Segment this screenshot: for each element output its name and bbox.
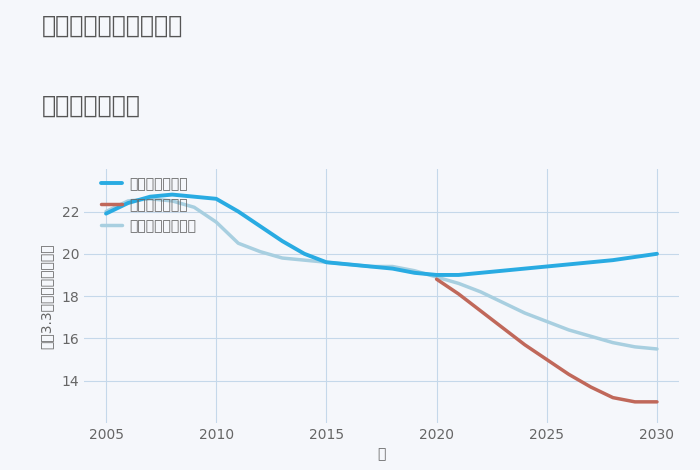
グッドシナリオ xyxy=(521,266,529,272)
バッドシナリオ xyxy=(653,399,662,405)
Y-axis label: 坪（3.3㎡）単価（万円）: 坪（3.3㎡）単価（万円） xyxy=(39,243,53,349)
グッドシナリオ xyxy=(322,259,330,265)
グッドシナリオ xyxy=(498,268,507,274)
ノーマルシナリオ xyxy=(410,268,419,274)
グッドシナリオ xyxy=(542,264,551,269)
バッドシナリオ xyxy=(498,325,507,331)
グッドシナリオ xyxy=(389,266,397,272)
ノーマルシナリオ xyxy=(124,198,132,204)
バッドシナリオ xyxy=(609,395,617,400)
グッドシナリオ xyxy=(454,272,463,278)
グッドシナリオ xyxy=(102,211,110,217)
グッドシナリオ xyxy=(234,209,242,214)
ノーマルシナリオ xyxy=(631,344,639,350)
ノーマルシナリオ xyxy=(146,196,154,202)
ノーマルシナリオ xyxy=(609,340,617,345)
Line: ノーマルシナリオ: ノーマルシナリオ xyxy=(106,199,657,349)
バッドシナリオ xyxy=(542,357,551,362)
ノーマルシナリオ xyxy=(278,255,286,261)
ノーマルシナリオ xyxy=(587,334,595,339)
ノーマルシナリオ xyxy=(389,264,397,269)
Line: バッドシナリオ: バッドシナリオ xyxy=(437,279,657,402)
Text: 岐阜県岐阜市大宝町の: 岐阜県岐阜市大宝町の xyxy=(42,14,183,38)
バッドシナリオ xyxy=(433,276,441,282)
バッドシナリオ xyxy=(631,399,639,405)
ノーマルシナリオ xyxy=(190,204,198,210)
グッドシナリオ xyxy=(410,270,419,275)
グッドシナリオ xyxy=(190,194,198,200)
ノーマルシナリオ xyxy=(521,310,529,316)
ノーマルシナリオ xyxy=(565,327,573,333)
グッドシナリオ xyxy=(477,270,485,275)
バッドシナリオ xyxy=(587,384,595,390)
ノーマルシナリオ xyxy=(542,319,551,324)
ノーマルシナリオ xyxy=(212,219,220,225)
ノーマルシナリオ xyxy=(653,346,662,352)
ノーマルシナリオ xyxy=(322,259,330,265)
Legend: グッドシナリオ, バッドシナリオ, ノーマルシナリオ: グッドシナリオ, バッドシナリオ, ノーマルシナリオ xyxy=(96,172,202,239)
グッドシナリオ xyxy=(146,194,154,200)
グッドシナリオ xyxy=(344,262,353,267)
ノーマルシナリオ xyxy=(433,274,441,280)
グッドシナリオ xyxy=(433,272,441,278)
ノーマルシナリオ xyxy=(344,262,353,267)
ノーマルシナリオ xyxy=(102,209,110,214)
ノーマルシナリオ xyxy=(454,281,463,286)
ノーマルシナリオ xyxy=(477,289,485,295)
グッドシナリオ xyxy=(212,196,220,202)
Line: グッドシナリオ: グッドシナリオ xyxy=(106,195,657,275)
ノーマルシナリオ xyxy=(256,249,265,255)
ノーマルシナリオ xyxy=(498,300,507,306)
バッドシナリオ xyxy=(454,291,463,297)
バッドシナリオ xyxy=(565,371,573,377)
グッドシナリオ xyxy=(300,251,309,257)
グッドシナリオ xyxy=(124,200,132,206)
グッドシナリオ xyxy=(587,259,595,265)
グッドシナリオ xyxy=(631,254,639,260)
グッドシナリオ xyxy=(609,258,617,263)
グッドシナリオ xyxy=(256,224,265,229)
グッドシナリオ xyxy=(168,192,176,197)
グッドシナリオ xyxy=(565,262,573,267)
ノーマルシナリオ xyxy=(366,264,375,269)
ノーマルシナリオ xyxy=(168,198,176,204)
グッドシナリオ xyxy=(653,251,662,257)
ノーマルシナリオ xyxy=(234,241,242,246)
X-axis label: 年: 年 xyxy=(377,447,386,462)
ノーマルシナリオ xyxy=(300,258,309,263)
グッドシナリオ xyxy=(366,264,375,269)
バッドシナリオ xyxy=(521,342,529,348)
グッドシナリオ xyxy=(278,238,286,244)
バッドシナリオ xyxy=(477,308,485,314)
Text: 土地の価格推移: 土地の価格推移 xyxy=(42,94,141,118)
